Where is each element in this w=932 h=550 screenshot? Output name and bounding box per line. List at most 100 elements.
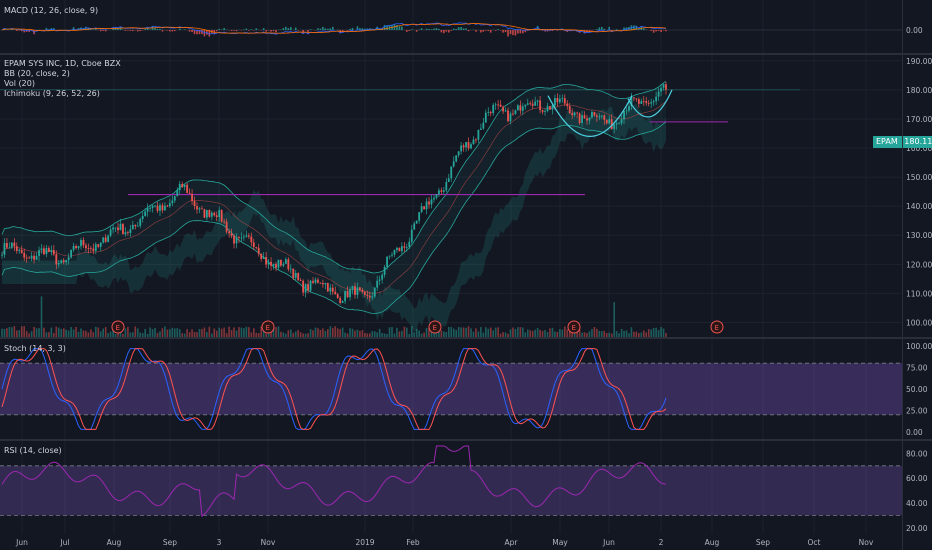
candle-body [428, 201, 430, 205]
macd-histogram-bar [275, 30, 277, 33]
macd-histogram-bar [191, 30, 193, 33]
macd-histogram-bar [657, 30, 660, 31]
volume-bar [233, 327, 235, 337]
candle-body [536, 100, 539, 102]
macd-histogram-bar [50, 28, 53, 30]
volume-bar [591, 328, 593, 337]
candle-body [620, 119, 623, 124]
macd-histogram-bar [351, 27, 354, 30]
candle-body [104, 237, 107, 242]
macd-histogram-bar [136, 30, 139, 32]
macd-histogram-bar [460, 27, 462, 30]
candle-body [23, 252, 26, 258]
volume-bar [492, 330, 495, 337]
candle-body [235, 237, 238, 244]
macd-histogram-bar [452, 28, 455, 30]
candle-body [52, 249, 55, 255]
earnings-marker [567, 320, 581, 334]
candle-body [15, 246, 18, 251]
volume-bar [28, 333, 30, 337]
candle-body [341, 301, 344, 303]
vol-legend[interactable]: Vol (20) [4, 79, 35, 88]
candle-body [122, 223, 124, 235]
time-tick-label: Sep [756, 538, 770, 547]
volume-bar [243, 328, 245, 337]
macd-histogram-bar [398, 26, 401, 30]
candle-body [129, 229, 132, 234]
volume-bar [252, 328, 255, 337]
candle-body [272, 263, 275, 266]
volume-bar [129, 332, 132, 337]
volume-bar [662, 328, 665, 337]
volume-bar [82, 330, 85, 337]
macd-histogram-bar [383, 24, 386, 30]
volume-bar [541, 330, 544, 337]
candle-body [280, 259, 282, 266]
bb-legend[interactable]: BB (20, close, 2) [4, 69, 70, 78]
candle-body [70, 249, 73, 258]
candle-body [408, 241, 411, 248]
candle-body [546, 106, 549, 111]
macd-histogram-bar [386, 25, 388, 30]
candle-body [494, 104, 497, 106]
macd-histogram-bar [322, 26, 324, 30]
volume-bar [1, 328, 3, 337]
stoch-pane[interactable]: 100.00 75.00 50.00 25.00 0.00 Stoch (14, 3, … [0, 339, 932, 439]
candle-body [33, 255, 35, 260]
candle-body [85, 245, 87, 249]
volume-bar [366, 333, 369, 337]
stoch-tick-label: 100.00 [906, 342, 932, 351]
volume-bar [608, 332, 611, 337]
stoch-d-line [1, 348, 667, 430]
volume-bar [102, 328, 105, 337]
macd-histogram-bar [255, 28, 258, 30]
candle-body [361, 290, 364, 292]
volume-bar [117, 332, 119, 337]
macd-legend[interactable]: MACD (12, 26, close, 9) [4, 6, 99, 15]
macd-histogram-bar [591, 30, 593, 31]
volume-bar [598, 330, 601, 337]
volume-bar [164, 326, 166, 337]
candle-body [662, 84, 665, 88]
volume-bar [452, 328, 455, 337]
time-axis[interactable]: Jun Jul Aug Sep 3 Nov 2019 Feb Apr May Jun 2 Aug Sep O… [0, 534, 932, 550]
price-legend: EPAM SYS INC, 1D, Cboe BZX BB (20, close… [4, 59, 121, 99]
candle-body [516, 105, 519, 111]
volume-bar [309, 328, 312, 337]
macd-histogram-bar [267, 30, 270, 31]
volume-bar [504, 332, 507, 337]
candle-body [275, 263, 277, 268]
ichimoku-legend[interactable]: Ichimoku (9, 26, 52, 26) [4, 89, 100, 98]
macd-pane[interactable]: 0.00 MACD (12, 26, close, 9) [0, 0, 932, 53]
macd-histogram-bar [475, 30, 477, 32]
pane-divider[interactable] [0, 439, 932, 441]
volume-bar [440, 330, 443, 337]
candle-body [433, 197, 435, 200]
candle-body [465, 142, 467, 148]
volume-bar [660, 327, 662, 337]
macd-histogram-bar [425, 28, 428, 30]
candle-body [558, 98, 561, 103]
symbol-title[interactable]: EPAM SYS INC, 1D, Cboe BZX [4, 59, 121, 68]
candle-body [363, 291, 366, 295]
stoch-legend[interactable]: Stoch (14, 3, 3) [4, 344, 66, 353]
candle-body [529, 103, 532, 105]
candle-body [220, 210, 223, 222]
macd-plot: 0.00 [0, 0, 923, 53]
candle-body [284, 259, 287, 264]
volume-bar [576, 328, 578, 337]
volume-bar [613, 302, 615, 337]
rsi-legend[interactable]: RSI (14, close) [4, 446, 62, 455]
macd-histogram-bar [94, 28, 97, 30]
candle-body [294, 273, 297, 278]
macd-histogram-bar [223, 28, 225, 30]
pane-divider[interactable] [0, 53, 932, 55]
price-pane[interactable]: E E E E E 190.00 180.00 170.00 160.00 150.00 140.0… [0, 55, 932, 337]
pane-divider[interactable] [0, 337, 932, 339]
time-tick-label: 2019 [355, 538, 374, 547]
candle-body [640, 101, 643, 104]
macd-histogram-bar [319, 28, 322, 30]
rsi-pane[interactable]: 80.00 60.00 40.00 20.00 RSI (14, close) [0, 441, 932, 534]
macd-histogram-bar [410, 29, 413, 30]
volume-bar [514, 328, 517, 337]
